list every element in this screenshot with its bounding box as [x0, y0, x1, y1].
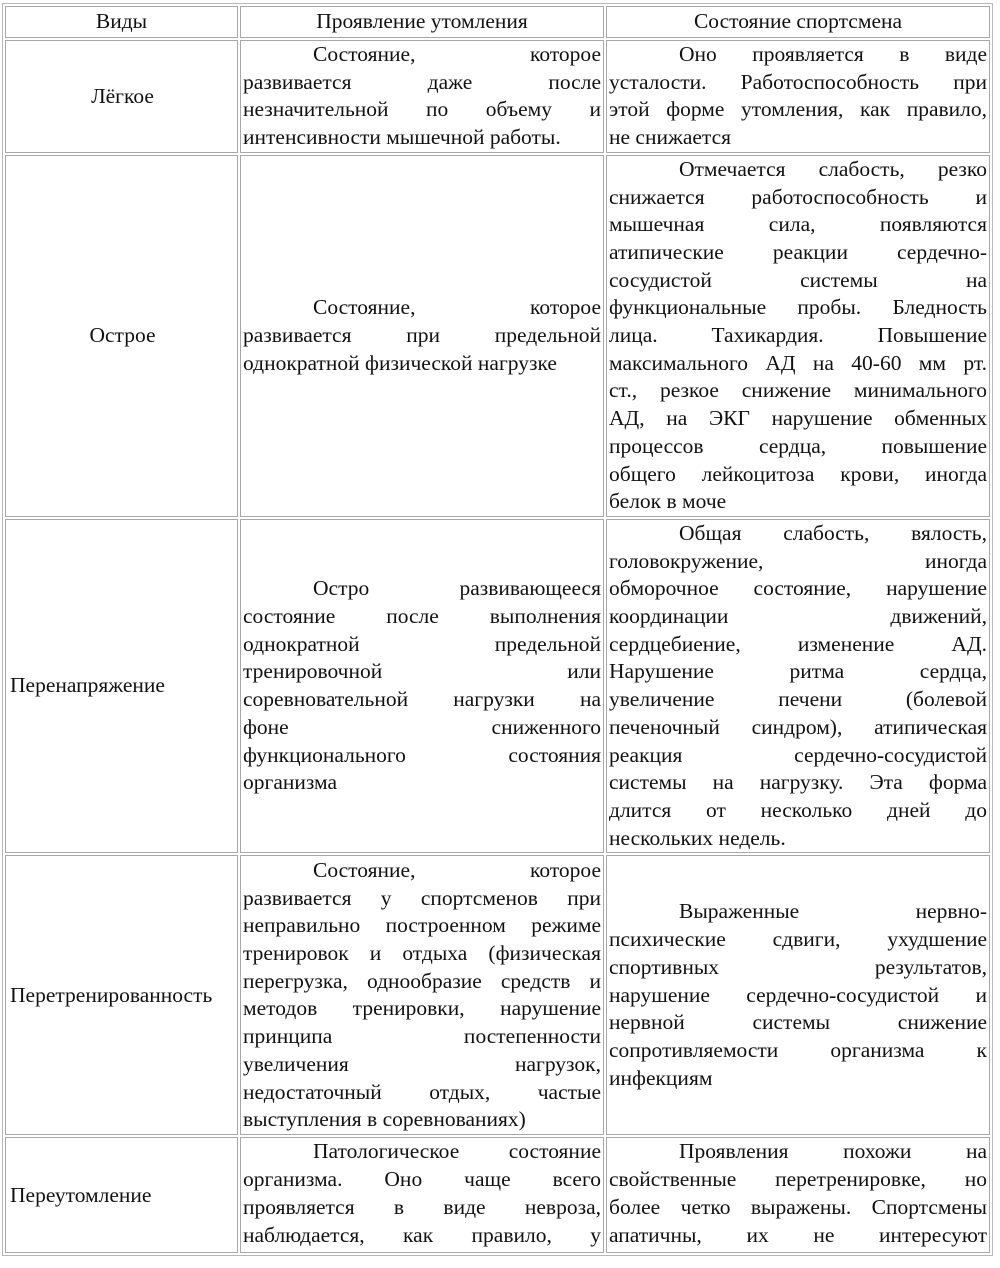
text-line: недостаточный отдых, частые — [243, 1079, 601, 1104]
text-line: проявляется в виде невроза, — [243, 1194, 601, 1219]
text-line: белок в моче — [609, 489, 727, 514]
text-line: головокружение, иногда — [609, 548, 987, 573]
state-cell: Выраженные нервно-психические сдвиги, ух… — [606, 855, 990, 1136]
table-row: Перенапряжение Остро развивающееся состоя… — [5, 518, 990, 854]
kind-cell: Перенапряжение — [5, 518, 238, 854]
text-line: мышечная сила, появляются — [609, 212, 987, 237]
manifestation-cell: Состояние, которое развивается у спортсме… — [240, 855, 604, 1136]
text-line: перегрузка, однообразие средств и — [243, 968, 601, 993]
text-line: процессов сердца, повышение — [609, 433, 987, 458]
text-line: свойственные перетренировке, но — [609, 1167, 987, 1192]
text-line: функциональные пробы. Бледность — [609, 295, 987, 320]
text-line: однократной физической нагрузке — [243, 350, 557, 375]
text-line: Состояние, которое — [313, 295, 601, 320]
text-line: фоне сниженного — [243, 714, 601, 739]
text-line: Состояние, которое — [313, 857, 601, 882]
manifestation-cell: Состояние, которое развивается даже после… — [240, 40, 604, 153]
text-line: нарушение сердечно-сосудистой и — [609, 982, 987, 1007]
text-line: усталости. Работоспособность при — [609, 69, 987, 94]
text-line: Остро развивающееся — [313, 576, 601, 601]
text-line: неправильно построенном режиме — [243, 913, 601, 938]
text-line: организма. Оно чаще всего — [243, 1167, 601, 1192]
text-line: выступления в соревнованиях) — [243, 1107, 526, 1132]
text-line: функционального состояния — [243, 742, 601, 767]
table-row: Лёгкое Состояние, которое развивается даж… — [5, 40, 990, 153]
text-line: ст., резкое снижение минимального — [609, 378, 987, 403]
text-line: АД, на ЭКГ нарушение обменных — [609, 406, 987, 431]
state-cell: Проявления похожи на свойственные перетре… — [606, 1137, 990, 1254]
text-line: Патологическое состояние — [313, 1139, 601, 1164]
kind-cell: Лёгкое — [5, 40, 238, 153]
manifestation-cell: Остро развивающееся состояние после выпол… — [240, 518, 604, 854]
manifestation-cell: Патологическое состояние организма. Оно ч… — [240, 1137, 604, 1254]
text-line: сопротивляемости организма к — [609, 1037, 987, 1062]
text-line: интенсивности мышечной работы. — [243, 125, 561, 150]
text-line: печеночный синдром), атипическая — [609, 714, 987, 739]
text-line: психические сдвиги, ухудшение — [609, 927, 987, 952]
table-row: Перетренированность Состояние, которое ра… — [5, 855, 990, 1136]
header-athlete-state: Состояние спортсмена — [606, 6, 990, 38]
text-line: наблюдается, как правило, у — [243, 1222, 601, 1247]
state-cell: Отмечается слабость, резко снижается рабо… — [606, 154, 990, 517]
text-line: незначительной по объему и — [243, 97, 601, 122]
text-line: максимального АД на 40-60 мм рт. — [609, 350, 987, 375]
text-line: общего лейкоцитоза крови, иногда — [609, 461, 987, 486]
fatigue-types-table: Виды Проявление утомления Состояние спор… — [2, 3, 993, 1257]
text-line: организма — [243, 770, 338, 795]
text-line: однократной предельной — [243, 631, 601, 656]
text-line: нескольких недель. — [609, 825, 786, 850]
text-line: инфекциям — [609, 1065, 713, 1090]
text-line: реакция сердечно-сосудистой — [609, 742, 987, 767]
text-line: увеличение печени (болевой — [609, 687, 987, 712]
text-line: спортивных результатов, — [609, 954, 987, 979]
header-manifestation: Проявление утомления — [240, 6, 604, 38]
text-line: лица. Тахикардия. Повышение — [609, 323, 987, 348]
text-line: сосудистой системы на — [609, 267, 987, 292]
table-row: Переутомление Патологическое состояние ор… — [5, 1137, 990, 1254]
kind-cell: Острое — [5, 154, 238, 517]
text-line: Состояние, которое — [313, 42, 601, 66]
text-line: апатичны, их не интересуют — [609, 1222, 987, 1247]
text-line: принципа постепенности — [243, 1024, 601, 1049]
text-line: более четко выражены. Спортсмены — [609, 1194, 987, 1219]
text-line: развивается у спортсменов при — [243, 885, 601, 910]
text-line: Оно проявляется в виде — [679, 42, 987, 66]
text-line: Проявления похожи на — [679, 1139, 987, 1164]
text-line: сердцебиение, изменение АД. — [609, 631, 987, 656]
text-line: Общая слабость, вялость, — [679, 520, 987, 545]
text-line: увеличения нагрузок, — [243, 1051, 601, 1076]
text-line: атипические реакции сердечно- — [609, 239, 987, 264]
text-line: развивается при предельной — [243, 323, 601, 348]
table-header-row: Виды Проявление утомления Состояние спор… — [5, 6, 990, 38]
text-line: системы на нагрузку. Эта форма — [609, 770, 987, 795]
text-line: Нарушение ритма сердца, — [609, 659, 987, 684]
text-line: развивается даже после — [243, 69, 601, 94]
text-line: координации движений, — [609, 604, 987, 629]
text-line: Отмечается слабость, резко — [679, 156, 987, 181]
text-line: Выраженные нервно- — [679, 899, 987, 924]
text-line: методов тренировки, нарушение — [243, 996, 601, 1021]
text-line: этой форме утомления, как правило, — [609, 97, 987, 122]
kind-cell: Переутомление — [5, 1137, 238, 1254]
text-line: нервной системы снижение — [609, 1010, 987, 1035]
state-cell: Общая слабость, вялость, головокружение, … — [606, 518, 990, 854]
text-line: снижается работоспособность и — [609, 184, 987, 209]
text-line: тренировочной или — [243, 659, 601, 684]
kind-cell: Перетренированность — [5, 855, 238, 1136]
text-line: обморочное состояние, нарушение — [609, 576, 987, 601]
table-row: Острое Состояние, которое развивается при… — [5, 154, 990, 517]
text-line: тренировок и отдыха (физическая — [243, 940, 601, 965]
text-line: соревновательной нагрузки на — [243, 687, 601, 712]
manifestation-cell: Состояние, которое развивается при предел… — [240, 154, 604, 517]
text-line: длится от несколько дней до — [609, 797, 987, 822]
text-line: состояние после выполнения — [243, 604, 601, 629]
header-kinds: Виды — [5, 6, 238, 38]
text-line: не снижается — [609, 125, 732, 150]
state-cell: Оно проявляется в виде усталости. Работос… — [606, 40, 990, 153]
